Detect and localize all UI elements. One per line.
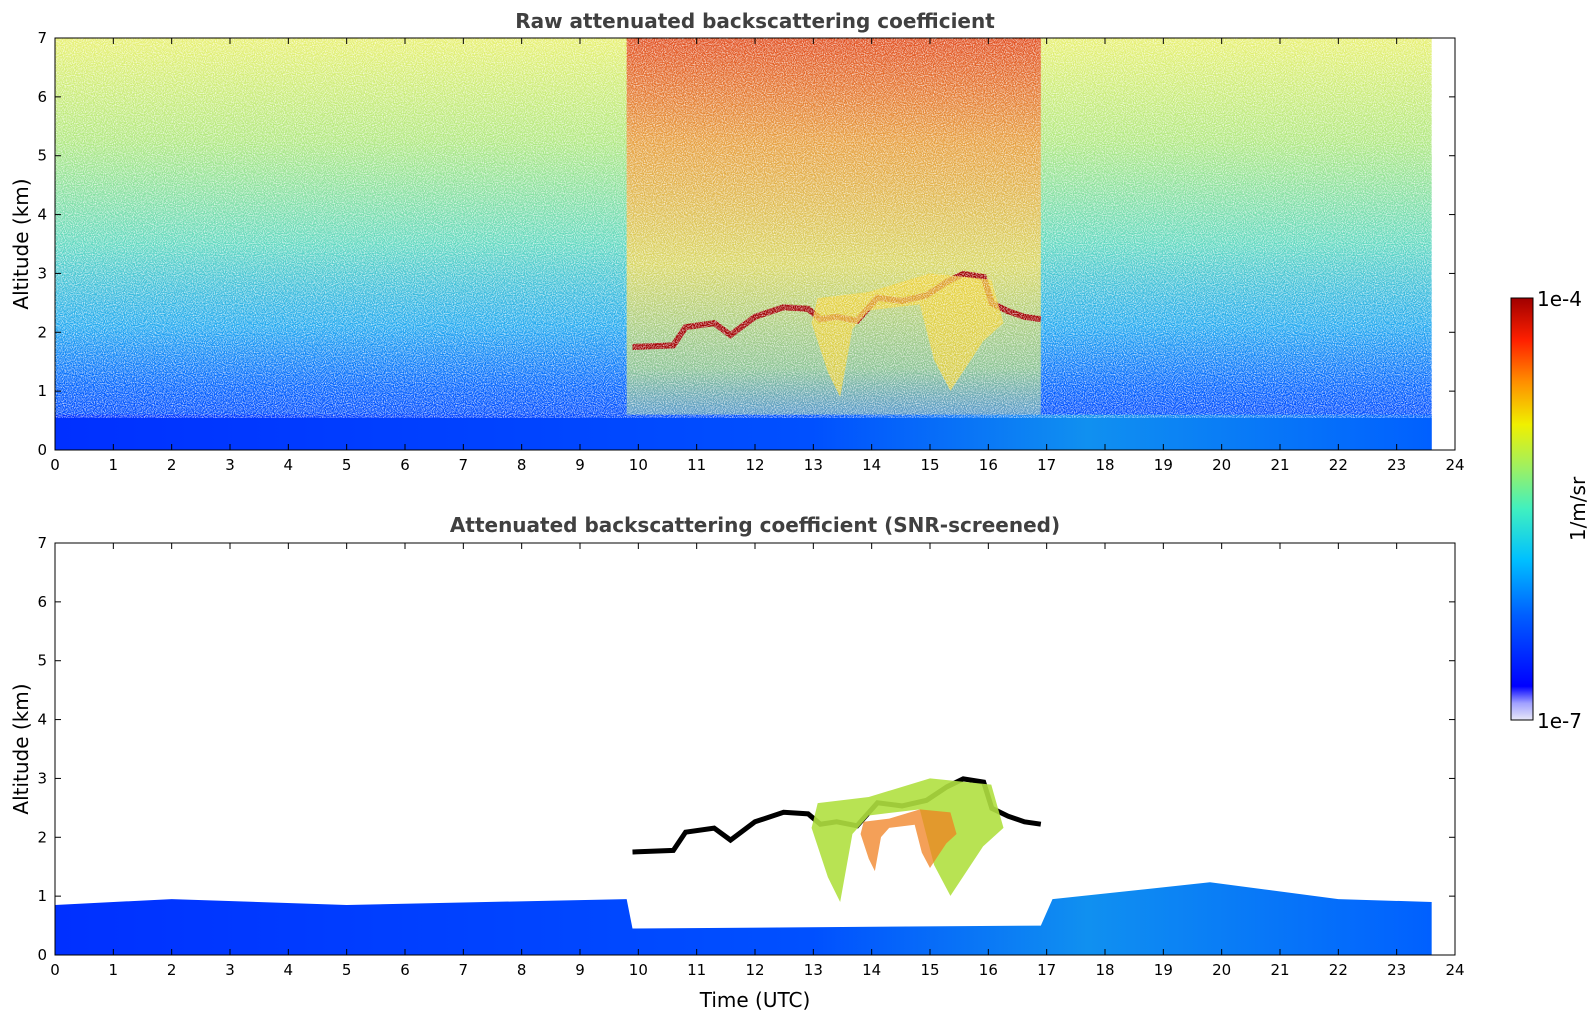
y-tick-label: 0: [37, 946, 47, 964]
y-tick-label: 7: [37, 534, 47, 552]
x-tick-label: 21: [1270, 456, 1289, 474]
x-tick-label: 6: [400, 961, 410, 979]
y-tick-label: 3: [37, 264, 47, 282]
panel-screened-title: Attenuated backscattering coefficient (S…: [450, 513, 1060, 537]
x-tick-label: 23: [1387, 456, 1406, 474]
panel-raw-heatmap: [55, 38, 1432, 450]
colorbar-gradient: [1510, 297, 1534, 721]
y-tick-label: 2: [37, 323, 47, 341]
x-tick-label: 0: [50, 961, 60, 979]
raw-boundary-layer: [55, 414, 1432, 450]
y-tick-label: 0: [37, 441, 47, 459]
panel-raw-ylabel: Altitude (km): [9, 178, 33, 309]
panel-screened-ticks: 0 1 2 3 4 5 6 7 8 9 10 11 12 13 14 15 16 17 18 19 20 21 22 23 24…: [37, 534, 1464, 979]
panel-screened-heatmap: [55, 776, 1432, 955]
y-tick-label: 5: [37, 652, 47, 670]
x-tick-label: 11: [687, 961, 706, 979]
x-tick-label: 19: [1154, 456, 1173, 474]
colorbar-units-label: 1/m/sr: [1566, 476, 1590, 541]
panel-screened-ylabel: Altitude (km): [9, 683, 33, 814]
x-tick-label: 4: [284, 961, 294, 979]
x-tick-label: 13: [804, 456, 823, 474]
x-tick-label: 1: [109, 961, 119, 979]
y-tick-label: 5: [37, 147, 47, 165]
x-tick-label: 3: [225, 961, 235, 979]
x-tick-label: 20: [1212, 961, 1231, 979]
panel-screened-xlabel: Time (UTC): [699, 988, 811, 1012]
x-tick-label: 0: [50, 456, 60, 474]
y-tick-label: 1: [37, 382, 47, 400]
x-tick-label: 19: [1154, 961, 1173, 979]
x-tick-label: 20: [1212, 456, 1231, 474]
x-tick-label: 7: [459, 456, 469, 474]
panel-raw: Raw attenuated backscattering coefficien…: [9, 9, 1465, 474]
x-tick-label: 11: [687, 456, 706, 474]
y-tick-label: 6: [37, 88, 47, 106]
x-tick-label: 12: [745, 961, 764, 979]
x-tick-label: 23: [1387, 961, 1406, 979]
x-tick-label: 12: [745, 456, 764, 474]
x-tick-label: 10: [629, 456, 648, 474]
x-tick-label: 18: [1095, 961, 1114, 979]
x-tick-label: 16: [979, 456, 998, 474]
x-tick-label: 9: [575, 961, 585, 979]
x-tick-label: 18: [1095, 456, 1114, 474]
x-tick-label: 15: [920, 961, 939, 979]
panel-screened: Attenuated backscattering coefficient (S…: [9, 513, 1465, 1012]
x-tick-label: 21: [1270, 961, 1289, 979]
x-tick-label: 5: [342, 961, 352, 979]
x-tick-label: 15: [920, 456, 939, 474]
y-tick-label: 6: [37, 593, 47, 611]
x-tick-label: 2: [167, 961, 177, 979]
screened-virga-core: [860, 809, 957, 872]
raw-speckle-noise: [55, 38, 1432, 418]
y-tick-label: 4: [37, 711, 47, 729]
screened-virga-fallstreaks: [811, 778, 1004, 903]
x-tick-label: 14: [862, 961, 881, 979]
x-tick-label: 17: [1037, 961, 1056, 979]
x-tick-label: 10: [629, 961, 648, 979]
x-tick-label: 4: [284, 456, 294, 474]
colorbar-max-label: 1e-4: [1537, 287, 1582, 311]
x-tick-label: 8: [517, 961, 527, 979]
y-tick-label: 2: [37, 828, 47, 846]
x-tick-label: 1: [109, 456, 119, 474]
x-tick-label: 7: [459, 961, 469, 979]
x-tick-label: 17: [1037, 456, 1056, 474]
x-tick-label: 22: [1329, 961, 1348, 979]
y-tick-label: 4: [37, 206, 47, 224]
x-tick-label: 9: [575, 456, 585, 474]
panel-raw-ticks: 0 1 2 3 4 5 6 7 8 9 10 11 12 13 14 15 16 17 18 19 20 21 22 23 24…: [37, 29, 1464, 474]
x-tick-label: 2: [167, 456, 177, 474]
screened-boundary-layer: [55, 882, 1432, 955]
x-tick-label: 5: [342, 456, 352, 474]
x-tick-label: 6: [400, 456, 410, 474]
colorbar-min-label: 1e-7: [1537, 709, 1582, 733]
x-tick-label: 14: [862, 456, 881, 474]
x-tick-label: 22: [1329, 456, 1348, 474]
colorbar: 1e-4 1e-7 1/m/sr: [1510, 287, 1590, 733]
x-tick-label: 16: [979, 961, 998, 979]
x-tick-label: 3: [225, 456, 235, 474]
y-tick-label: 1: [37, 887, 47, 905]
y-tick-label: 7: [37, 29, 47, 47]
x-tick-label: 13: [804, 961, 823, 979]
x-tick-label: 24: [1445, 961, 1464, 979]
x-tick-label: 24: [1445, 456, 1464, 474]
y-tick-label: 3: [37, 769, 47, 787]
x-tick-label: 8: [517, 456, 527, 474]
panel-raw-title: Raw attenuated backscattering coefficien…: [515, 9, 995, 33]
